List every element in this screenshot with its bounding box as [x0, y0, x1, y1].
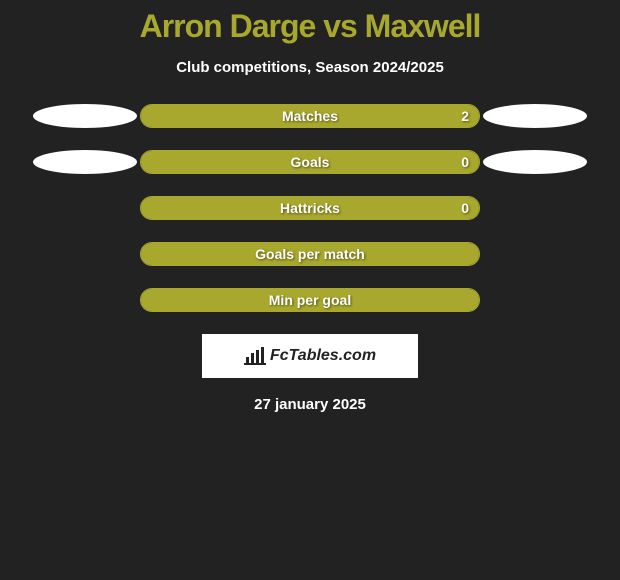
stat-row: Hattricks 0: [0, 196, 620, 220]
left-ellipse-slot: [30, 150, 140, 174]
page-title: Arron Darge vs Maxwell: [0, 8, 620, 45]
left-ellipse-slot: [30, 242, 140, 266]
left-ellipse-slot: [30, 288, 140, 312]
left-ellipse-slot: [30, 196, 140, 220]
stat-label: Goals per match: [255, 246, 365, 262]
stat-bar: Matches 2: [140, 104, 480, 128]
right-ellipse-slot: [480, 242, 590, 266]
player-left-marker: [33, 104, 137, 128]
comparison-card: Arron Darge vs Maxwell Club competitions…: [0, 0, 620, 413]
stat-value: 0: [461, 200, 469, 216]
stat-bar: Min per goal: [140, 288, 480, 312]
stat-label: Goals: [291, 154, 330, 170]
stat-row: Goals per match: [0, 242, 620, 266]
date: 27 january 2025: [0, 396, 620, 413]
player-right-marker: [483, 150, 587, 174]
bar-chart-icon: [244, 347, 266, 365]
right-ellipse-slot: [480, 288, 590, 312]
logo-box: FcTables.com: [202, 334, 418, 378]
stat-row: Min per goal: [0, 288, 620, 312]
right-ellipse-slot: [480, 196, 590, 220]
logo-text: FcTables.com: [270, 347, 376, 365]
right-ellipse-slot: [480, 104, 590, 128]
right-ellipse-slot: [480, 150, 590, 174]
stat-label: Min per goal: [269, 292, 351, 308]
subtitle: Club competitions, Season 2024/2025: [0, 59, 620, 76]
stat-bar: Goals 0: [140, 150, 480, 174]
player-right-marker: [483, 104, 587, 128]
stat-label: Hattricks: [280, 200, 340, 216]
stat-rows: Matches 2 Goals 0 Hattricks 0 Goals per match M…: [0, 104, 620, 312]
stat-row: Matches 2: [0, 104, 620, 128]
player-left-marker: [33, 150, 137, 174]
stat-value: 2: [461, 108, 469, 124]
stat-bar: Goals per match: [140, 242, 480, 266]
stat-row: Goals 0: [0, 150, 620, 174]
logo: FcTables.com: [244, 347, 376, 365]
stat-label: Matches: [282, 108, 338, 124]
stat-bar: Hattricks 0: [140, 196, 480, 220]
left-ellipse-slot: [30, 104, 140, 128]
stat-value: 0: [461, 154, 469, 170]
